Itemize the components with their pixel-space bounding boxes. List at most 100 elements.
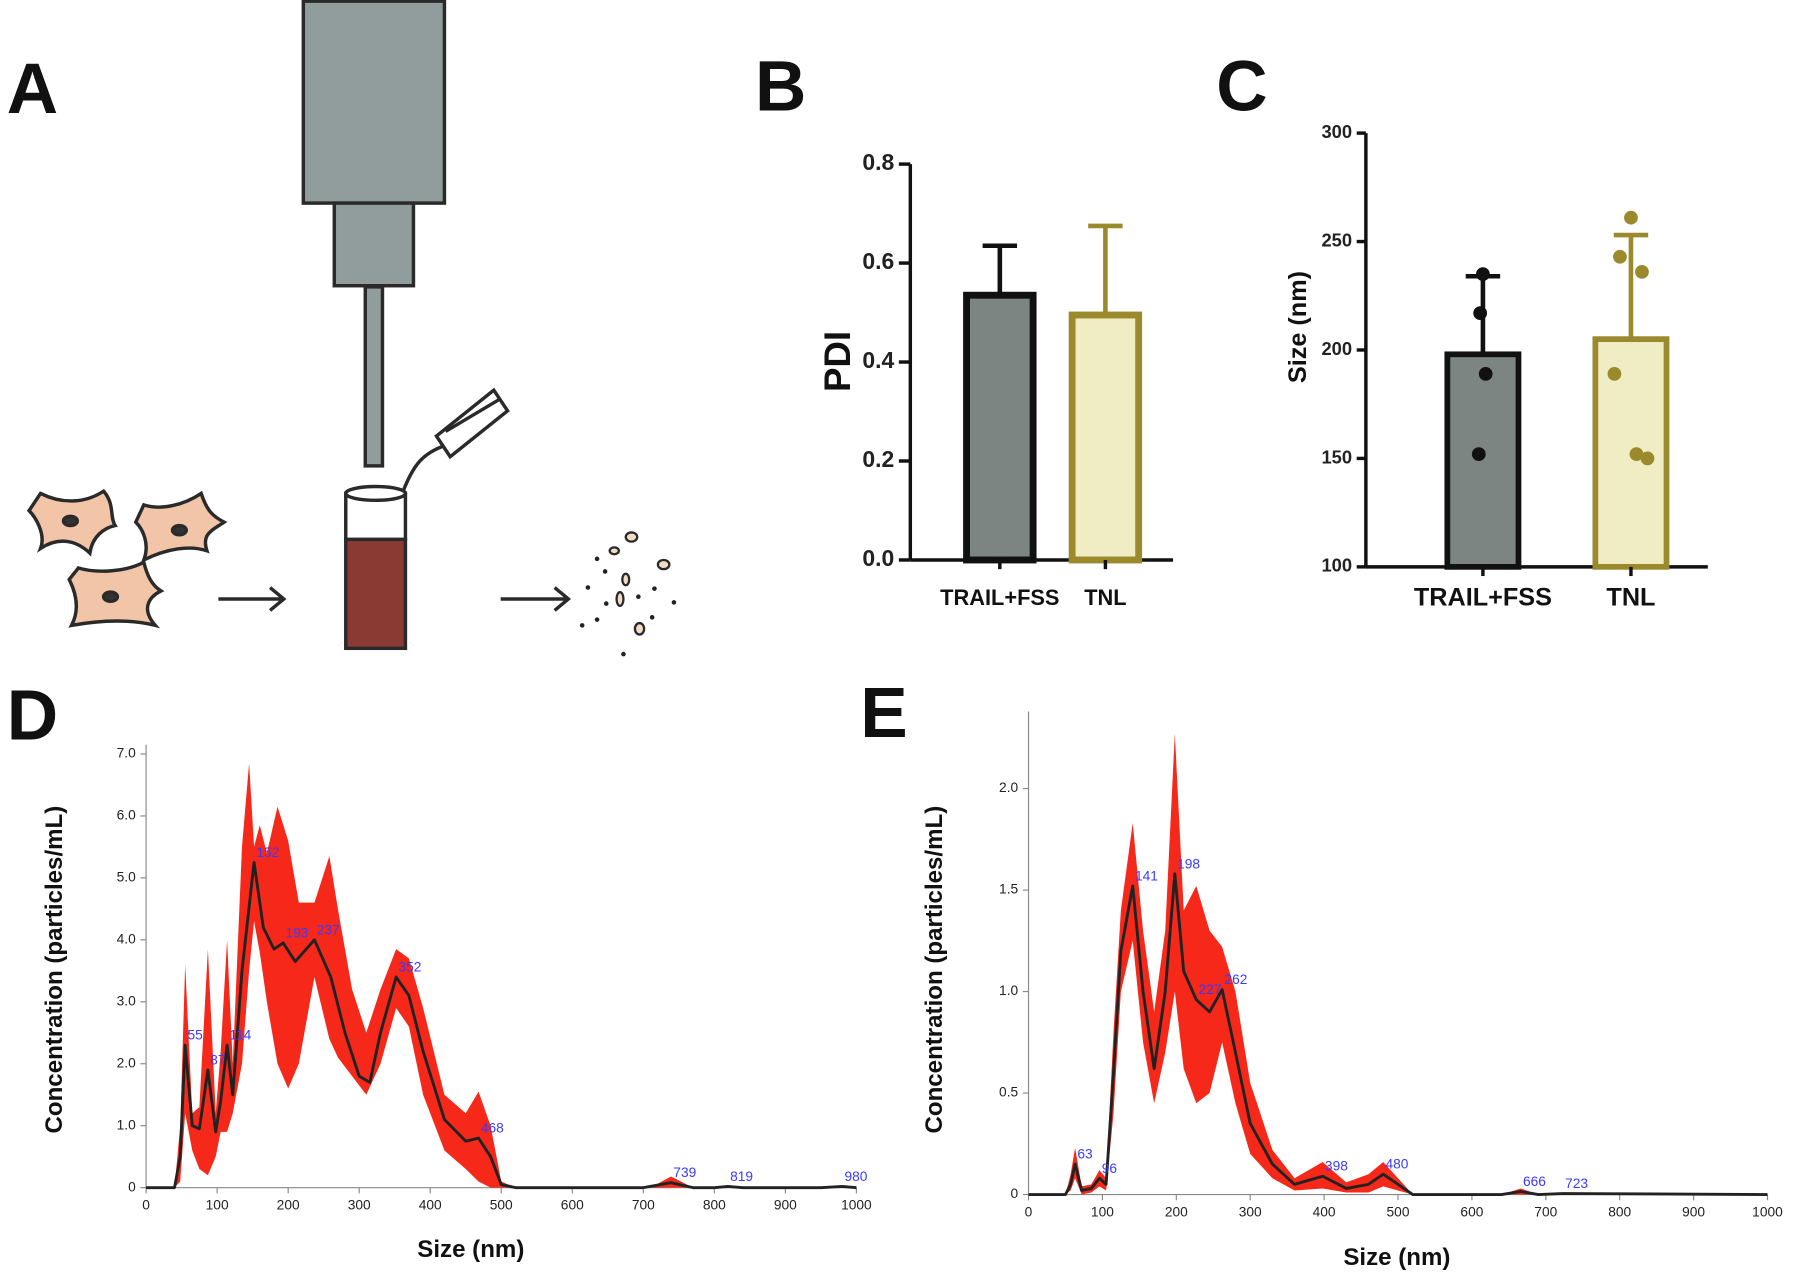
dot — [602, 569, 608, 574]
x-tick-label: 800 — [703, 1198, 726, 1213]
panel-label: A — [7, 50, 58, 129]
x-tick-label: TRAIL+FSS — [1414, 584, 1552, 612]
dot — [594, 617, 600, 622]
y-tick-label: 2.0 — [999, 780, 1018, 795]
confidence-band — [1028, 733, 1768, 1195]
peak-label: 152 — [256, 845, 279, 860]
y-tick-label: 1.0 — [117, 1117, 136, 1132]
y-tick-label: 150 — [1321, 446, 1352, 467]
dot — [594, 556, 600, 562]
y-tick-label: 0.5 — [999, 1085, 1018, 1100]
vesicle — [615, 590, 625, 608]
peak-label: 980 — [844, 1169, 867, 1184]
dot — [579, 623, 585, 628]
x-tick-label: 1000 — [841, 1198, 872, 1213]
y-tick-label: 0.8 — [862, 149, 894, 175]
y-tick-label: 300 — [1321, 121, 1352, 142]
arrowhead — [268, 586, 287, 612]
y-tick-label: 7.0 — [117, 746, 136, 761]
data-point — [1629, 447, 1644, 461]
panel-label: E — [860, 674, 907, 753]
tube-rim — [344, 484, 408, 503]
mean-line — [146, 860, 857, 1190]
dot — [649, 615, 655, 620]
dot — [603, 601, 609, 606]
peak-label: 819 — [730, 1169, 753, 1184]
peak-label: 227 — [1199, 982, 1222, 997]
y-axis-label: Size (nm) — [1284, 271, 1312, 383]
x-axis-label: Size (nm) — [1343, 1244, 1450, 1271]
data-point — [1624, 210, 1638, 225]
x-tick-label: 800 — [1608, 1205, 1631, 1220]
peak-label: 114 — [229, 1028, 251, 1043]
y-tick-label: 6.0 — [117, 808, 136, 823]
x-tick-label: 1000 — [1752, 1205, 1783, 1220]
tube-clip-line — [444, 397, 501, 433]
panel-label: B — [755, 48, 806, 127]
y-tick-label: 250 — [1321, 229, 1352, 250]
y-axis-label: Concentration (particles/mL) — [921, 806, 948, 1134]
data-point — [1613, 249, 1627, 264]
peak-label: 666 — [1523, 1174, 1546, 1189]
bar — [1068, 311, 1143, 564]
dot — [621, 651, 626, 657]
x-tick-label: 0 — [142, 1198, 150, 1213]
peak-label: 352 — [398, 959, 421, 974]
debris — [579, 556, 677, 657]
y-tick-label: 3.0 — [117, 993, 136, 1008]
x-tick-label: 100 — [1091, 1205, 1114, 1220]
vesicle — [621, 572, 631, 587]
cell-nucleus — [101, 590, 120, 604]
peak-label: 480 — [1386, 1157, 1409, 1172]
x-tick-label: 600 — [1460, 1205, 1483, 1220]
x-tick-label: 200 — [1165, 1205, 1188, 1220]
mean-line — [1028, 872, 1768, 1196]
dot — [636, 594, 641, 599]
x-tick-label: 200 — [277, 1198, 300, 1213]
data-point — [1640, 451, 1655, 466]
peak-label: 141 — [1135, 868, 1158, 883]
peak-label: 193 — [285, 925, 308, 940]
arrowhead — [553, 586, 572, 612]
x-tick-label: TRAIL+FSS — [940, 585, 1059, 610]
x-tick-label: 500 — [1387, 1205, 1410, 1220]
x-tick-label: 900 — [1682, 1205, 1705, 1220]
y-tick-label: 200 — [1321, 338, 1352, 359]
cell-nucleus — [61, 514, 79, 528]
y-tick-label: 0 — [128, 1179, 136, 1194]
bar — [963, 291, 1037, 564]
data-point — [1607, 366, 1622, 381]
sonicator-body — [301, 0, 447, 205]
y-tick-label: 100 — [1321, 555, 1352, 576]
y-axis-label: PDI — [817, 331, 858, 392]
peak-label: 739 — [673, 1165, 696, 1180]
y-tick-label: 0.2 — [862, 446, 894, 472]
panel-label: D — [7, 676, 58, 755]
y-tick-label: 4.0 — [117, 931, 136, 946]
peak-label: 63 — [1077, 1147, 1093, 1162]
data-point — [1471, 447, 1486, 461]
bar — [1444, 351, 1522, 570]
y-tick-label: 5.0 — [117, 870, 136, 885]
dot — [585, 585, 591, 590]
tube-cable — [401, 443, 447, 492]
vesicle — [608, 546, 621, 556]
peak-label: 87 — [210, 1052, 225, 1067]
vesicles — [608, 531, 671, 636]
y-tick-label: 0.6 — [862, 248, 894, 274]
dot — [652, 586, 657, 591]
dot — [671, 600, 677, 605]
vesicle — [624, 531, 639, 543]
x-tick-label: TNL — [1084, 585, 1126, 610]
x-tick-label: 400 — [1313, 1205, 1336, 1220]
x-tick-label: 0 — [1025, 1205, 1033, 1220]
y-tick-label: 2.0 — [117, 1055, 136, 1070]
x-tick-label: 600 — [561, 1198, 584, 1213]
cell-nucleus — [170, 523, 188, 537]
sonicator-neck — [332, 201, 416, 288]
peak-label: 262 — [1224, 972, 1247, 987]
data-point — [1478, 366, 1493, 381]
panel-label: C — [1216, 48, 1267, 127]
y-axis-label: Concentration (particles/mL) — [41, 806, 68, 1134]
